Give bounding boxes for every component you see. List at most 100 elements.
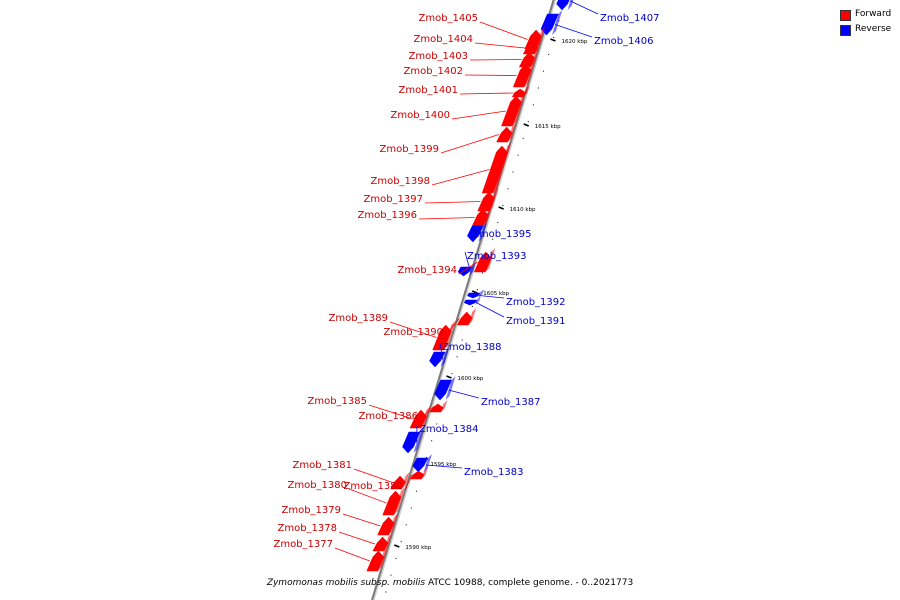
gene-label[interactable]: Zmob_1398 bbox=[370, 176, 430, 187]
gene-leader-line bbox=[464, 74, 517, 76]
gene-label[interactable]: Zmob_1388 bbox=[442, 342, 502, 353]
gene-zmob_1389[interactable] bbox=[432, 321, 456, 351]
gene-arrow[interactable] bbox=[377, 516, 395, 536]
gene-label[interactable]: Zmob_1400 bbox=[390, 110, 450, 121]
gene-arrow[interactable] bbox=[456, 311, 473, 326]
gene-label[interactable]: Zmob_1387 bbox=[481, 397, 541, 408]
gene-zmob_1382[interactable] bbox=[410, 467, 429, 480]
gene-arrow[interactable] bbox=[410, 470, 425, 480]
gene-label[interactable]: Zmob_1385 bbox=[307, 396, 367, 407]
gene-leader-line bbox=[479, 21, 528, 40]
gene-arrow[interactable] bbox=[390, 475, 406, 490]
gene-arrow[interactable] bbox=[402, 431, 421, 454]
gene-label[interactable]: Zmob_1401 bbox=[398, 85, 458, 96]
gene-label[interactable]: Zmob_1381 bbox=[292, 460, 352, 471]
gene-zmob_1387[interactable] bbox=[434, 376, 456, 401]
gene-zmob_1390[interactable] bbox=[456, 308, 477, 326]
gene-label[interactable]: Zmob_1394 bbox=[397, 265, 457, 276]
gene-arrow[interactable] bbox=[522, 41, 539, 55]
gene-arrow[interactable] bbox=[473, 251, 492, 273]
gene-label[interactable]: Zmob_1404 bbox=[413, 34, 473, 45]
gene-label[interactable]: Zmob_1397 bbox=[363, 194, 423, 205]
gene-leader-line bbox=[474, 42, 526, 49]
gene-zmob_1395[interactable] bbox=[467, 222, 488, 243]
gene-zmob_1406[interactable] bbox=[540, 10, 563, 36]
gene-label[interactable]: Zmob_1405 bbox=[418, 13, 478, 24]
gene-label-layer[interactable]: Zmob_1407 Zmob_1406 Zmob_1405 Zmob_1404 Zmob… bbox=[273, 0, 660, 562]
gene-label[interactable]: Zmob_1379 bbox=[281, 505, 341, 516]
gene-label[interactable]: Zmob_1378 bbox=[277, 523, 337, 534]
gene-zmob_1383[interactable] bbox=[412, 454, 432, 473]
gene-arrow[interactable] bbox=[429, 403, 444, 413]
gene-label[interactable]: Zmob_1382 bbox=[343, 481, 403, 492]
gene-zmob_1400[interactable] bbox=[501, 92, 526, 127]
gene-arrow[interactable] bbox=[372, 536, 389, 552]
gene-label[interactable]: Zmob_1402 bbox=[403, 66, 463, 77]
gene-label[interactable]: Zmob_1395 bbox=[472, 229, 532, 240]
gene-zmob_1377[interactable] bbox=[366, 547, 388, 572]
gene-leader-line bbox=[570, 0, 599, 15]
gene-label[interactable]: Zmob_1384 bbox=[419, 424, 479, 435]
gene-arrow[interactable] bbox=[481, 145, 508, 194]
gene-label[interactable]: Zmob_1383 bbox=[464, 467, 524, 478]
gene-label[interactable]: Zmob_1393 bbox=[467, 251, 527, 262]
gene-zmob_1403[interactable] bbox=[518, 48, 539, 68]
scale-tick-label: 1590 kbp bbox=[405, 545, 431, 551]
gene-arrow[interactable] bbox=[463, 299, 478, 306]
scale-tick-label: 1595 kbp bbox=[430, 462, 456, 468]
gene-zmob_1381[interactable] bbox=[390, 472, 410, 490]
gene-label[interactable]: Zmob_1399 bbox=[379, 144, 439, 155]
gene-zmob_1378[interactable] bbox=[372, 533, 393, 552]
gene-leader-line bbox=[424, 201, 481, 204]
gene-label[interactable]: Zmob_1392 bbox=[506, 297, 566, 308]
gene-leader-line bbox=[439, 342, 444, 360]
gene-zmob_1399[interactable] bbox=[496, 123, 517, 143]
gene-label[interactable]: Zmob_1396 bbox=[357, 210, 417, 221]
gene-arrow[interactable] bbox=[382, 490, 402, 516]
gene-leader-line bbox=[353, 468, 393, 483]
gene-side-face bbox=[478, 222, 488, 242]
gene-zmob_1402[interactable] bbox=[512, 60, 536, 88]
gene-label[interactable]: Zmob_1377 bbox=[273, 539, 333, 550]
gene-zmob_1379[interactable] bbox=[377, 513, 399, 536]
gene-leader-line bbox=[555, 24, 593, 38]
gene-zmob_1392[interactable] bbox=[467, 289, 484, 299]
gene-arrow[interactable] bbox=[434, 379, 452, 401]
gene-zmob_1388[interactable] bbox=[429, 348, 450, 368]
gene-arrow[interactable] bbox=[429, 351, 446, 368]
reverse-color-swatch bbox=[840, 25, 851, 36]
gene-zmob_1397[interactable] bbox=[477, 188, 499, 212]
gene-arrow[interactable] bbox=[467, 292, 481, 299]
gene-arrow[interactable] bbox=[477, 191, 495, 212]
gene-arrow[interactable] bbox=[501, 95, 522, 127]
gene-zmob_1404[interactable] bbox=[522, 38, 542, 55]
gene-zmob_1407[interactable] bbox=[556, 0, 577, 11]
gene-label[interactable]: Zmob_1380 bbox=[287, 480, 347, 491]
gene-label[interactable]: Zmob_1389 bbox=[328, 313, 388, 324]
gene-zmob_1386[interactable] bbox=[429, 400, 448, 413]
gene-zmob_1384[interactable] bbox=[402, 428, 424, 454]
gene-arrow[interactable] bbox=[412, 457, 429, 473]
gene-leader-line bbox=[448, 389, 480, 399]
gene-label[interactable]: Zmob_1390 bbox=[383, 327, 443, 338]
forward-color-swatch bbox=[840, 10, 851, 21]
gene-arrow[interactable] bbox=[540, 13, 559, 36]
gene-label[interactable]: Zmob_1391 bbox=[506, 316, 566, 327]
gene-arrow[interactable] bbox=[409, 409, 427, 429]
gene-arrow[interactable] bbox=[556, 0, 573, 11]
gene-zmob_1394[interactable] bbox=[473, 248, 496, 273]
gene-arrow[interactable] bbox=[467, 225, 484, 243]
gene-zmob_1398[interactable] bbox=[481, 142, 512, 194]
gene-zmob_1380[interactable] bbox=[382, 487, 405, 516]
tick-layer: 1590 kbp 1595 kbp 1600 kbp 1605 kbp 1610 kbp… bbox=[385, 3, 588, 593]
gene-label[interactable]: Zmob_1407 bbox=[600, 13, 660, 24]
gene-label[interactable]: Zmob_1386 bbox=[358, 411, 418, 422]
legend-forward-label: Forward bbox=[855, 9, 892, 19]
gene-label[interactable]: Zmob_1403 bbox=[408, 51, 468, 62]
gene-label[interactable]: Zmob_1406 bbox=[594, 36, 654, 47]
gene-arrow[interactable] bbox=[432, 324, 452, 351]
gene-arrow[interactable] bbox=[496, 126, 513, 143]
gene-arrow[interactable] bbox=[366, 550, 385, 572]
gene-arrow[interactable] bbox=[512, 63, 532, 88]
